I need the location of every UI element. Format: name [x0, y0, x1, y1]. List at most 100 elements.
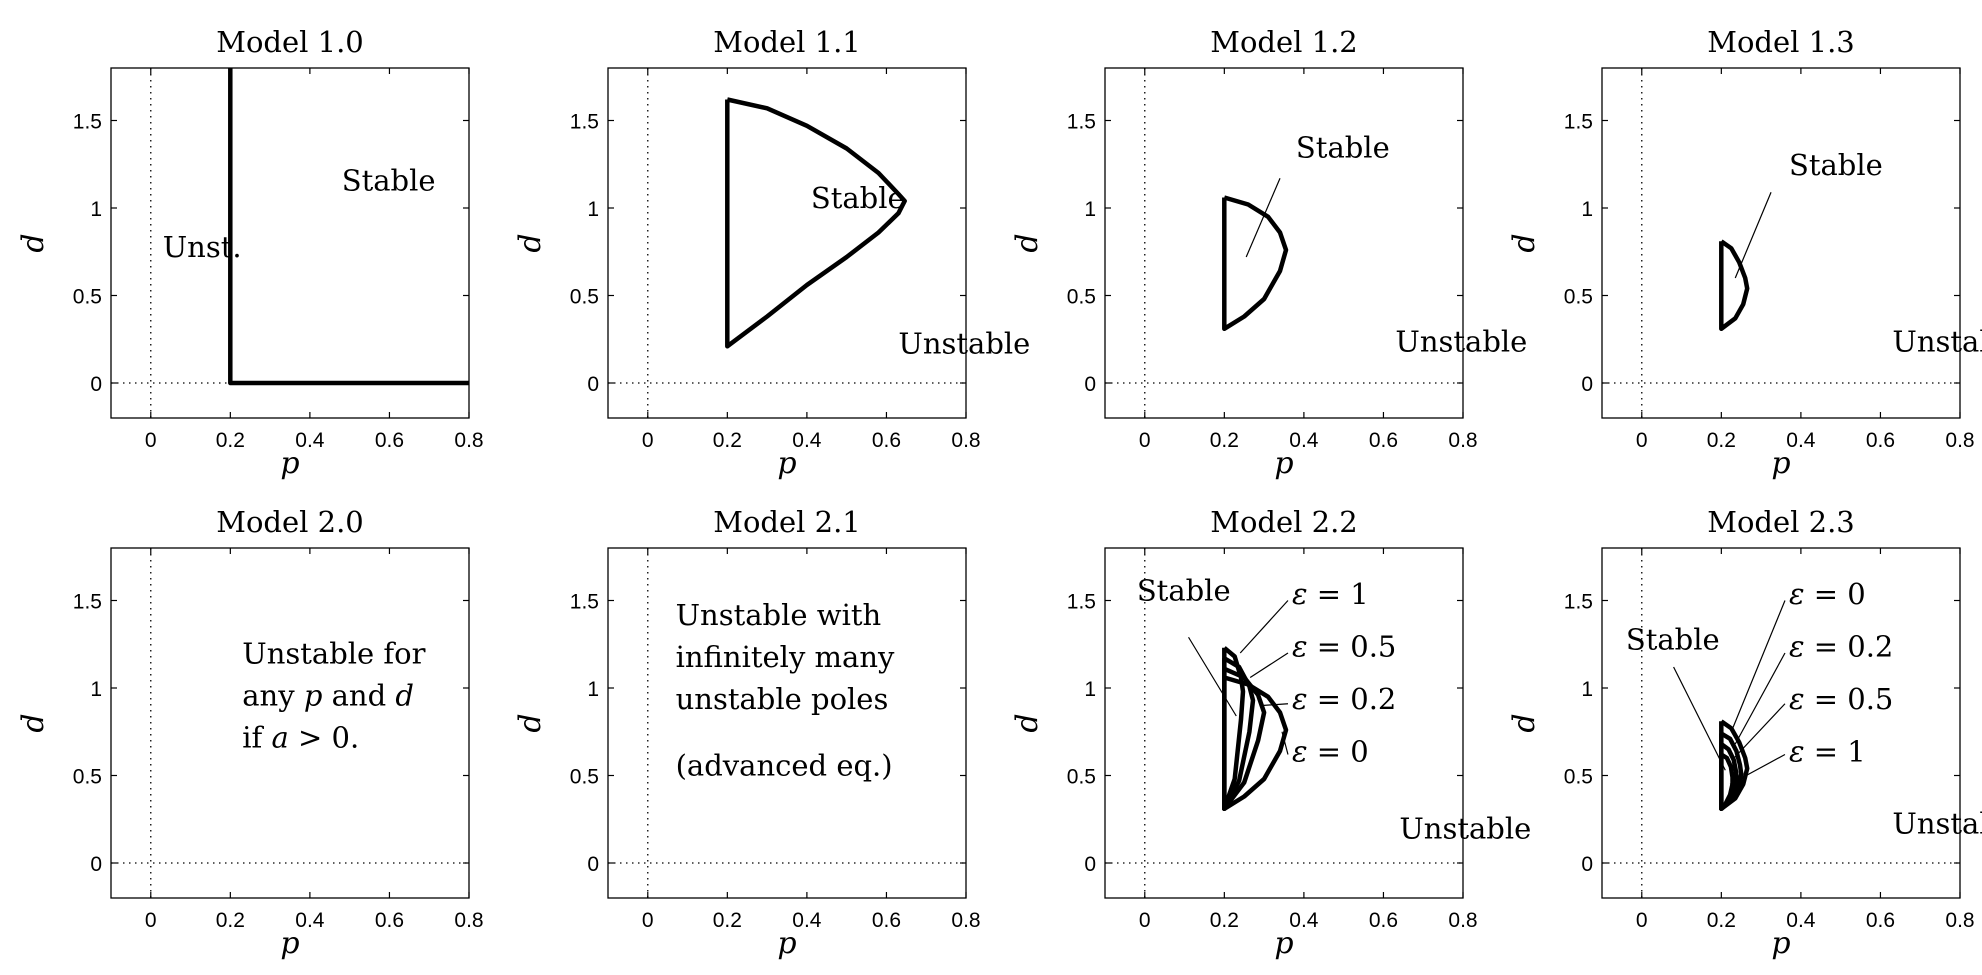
- x-tick-label: 0.2: [216, 909, 245, 932]
- region-annotation: Unst.: [163, 230, 242, 264]
- region-annotation: (advanced eq.): [676, 749, 893, 783]
- x-tick-label: 0.2: [1210, 909, 1239, 932]
- y-tick-label: 0.5: [73, 286, 102, 309]
- subplot-title: Model 1.0: [216, 25, 364, 59]
- subplot-4: 0 0.2 0.4 0.6 0.8 0 0.5 1 1.5 Model 2.0 p d Unstable…: [16, 505, 484, 961]
- y-axis-label: d: [16, 233, 51, 252]
- x-tick-label: 0.6: [1866, 429, 1895, 452]
- y-tick-label: 1: [90, 198, 102, 221]
- annotation-fragment: ε: [1292, 735, 1308, 769]
- subplot-3: 0 0.2 0.4 0.6 0.8 0 0.5 1 1.5 Model 1.3 p d Stable Un…: [1507, 25, 1982, 481]
- x-tick-label: 0: [1636, 429, 1648, 452]
- region-annotation: ε = 0.5: [1789, 682, 1893, 716]
- x-tick-label: 0: [642, 909, 654, 932]
- x-axis-label: p: [777, 446, 796, 481]
- annotation-fragment: ε: [1789, 630, 1805, 664]
- region-annotation: Unstable: [1892, 806, 1982, 840]
- region-annotation: ε = 0.2: [1789, 630, 1893, 664]
- annotation-fragment: and: [322, 679, 395, 713]
- axes-frame: [1104, 547, 1464, 899]
- y-tick-label: 1: [1084, 678, 1096, 701]
- x-tick-label: 0.8: [1945, 909, 1974, 932]
- region-annotation: ε = 0.2: [1292, 682, 1396, 716]
- x-axis-label: p: [1274, 926, 1293, 961]
- y-tick-label: 0: [90, 853, 102, 876]
- y-axis-label: d: [16, 713, 51, 732]
- x-tick-label: 0.2: [713, 429, 742, 452]
- annotation-leader-line: [1249, 652, 1289, 679]
- subplot-title: Model 2.2: [1210, 505, 1358, 539]
- annotation-leader-line: [1733, 703, 1786, 759]
- y-tick-label: 0: [587, 373, 599, 396]
- annotation-leader-line: [1262, 703, 1289, 707]
- annotation-fragment: a: [272, 721, 289, 755]
- subplot-title: Model 2.1: [713, 505, 861, 539]
- y-axis-label: d: [513, 233, 548, 252]
- y-tick-label: 1.5: [1564, 111, 1593, 134]
- y-tick-label: 0.5: [1564, 286, 1593, 309]
- y-tick-label: 1.5: [73, 591, 102, 614]
- x-tick-label: 0: [145, 429, 157, 452]
- annotation-fragment: ε: [1292, 682, 1308, 716]
- annotation-fragment: = 0: [1805, 577, 1866, 611]
- subplot-title: Model 1.3: [1707, 25, 1855, 59]
- annotation-fragment: = 0: [1308, 735, 1369, 769]
- axes-frame: [1104, 67, 1464, 419]
- region-annotation: ε = 0: [1292, 735, 1369, 769]
- x-tick-label: 0.4: [792, 429, 822, 452]
- region-annotation: ε = 0: [1789, 577, 1866, 611]
- x-tick-label: 0.4: [295, 909, 325, 932]
- subplot-6: 0 0.2 0.4 0.6 0.8 0 0.5 1 1.5 Model 2.2 p d Stable ε …: [1010, 505, 1531, 961]
- y-axis-label: d: [1507, 233, 1542, 252]
- y-tick-label: 1.5: [73, 111, 102, 134]
- axes-frame: [110, 547, 470, 899]
- subplot-2: 0 0.2 0.4 0.6 0.8 0 0.5 1 1.5 Model 1.2 p d Stable Un…: [1010, 25, 1527, 481]
- x-tick-label: 0.6: [872, 429, 901, 452]
- annotation-fragment: ε: [1789, 735, 1805, 769]
- y-axis-label: d: [1010, 713, 1045, 732]
- annotation-leader-line: [1673, 666, 1726, 771]
- region-annotation: Unstable with: [676, 598, 882, 632]
- x-tick-label: 0.8: [454, 429, 483, 452]
- region-annotation: infinitely many: [676, 640, 895, 674]
- annotation-fragment: ε: [1789, 682, 1805, 716]
- stability-boundary-curve: [1222, 195, 1289, 332]
- subplot-title: Model 2.3: [1707, 505, 1855, 539]
- y-tick-label: 0.5: [73, 766, 102, 789]
- x-axis-label: p: [1771, 926, 1790, 961]
- region-annotation: if a > 0.: [242, 721, 359, 755]
- region-annotation: Unstable for: [242, 637, 425, 671]
- x-tick-label: 0.6: [375, 429, 404, 452]
- x-tick-label: 0.6: [1866, 909, 1895, 932]
- annotation-leader-line: [1245, 178, 1281, 258]
- axes-frame: [110, 67, 470, 419]
- annotation-fragment: = 0.5: [1805, 682, 1894, 716]
- x-tick-label: 0: [1139, 429, 1151, 452]
- y-tick-label: 0: [1084, 373, 1096, 396]
- y-tick-label: 0: [1084, 853, 1096, 876]
- region-annotation: unstable poles: [676, 682, 889, 716]
- annotation-leader-line: [1729, 753, 1786, 785]
- region-annotation: any p and d: [242, 679, 414, 713]
- region-annotation: Unstable: [898, 326, 1030, 360]
- x-tick-label: 0.4: [1289, 909, 1319, 932]
- y-tick-label: 1: [1581, 198, 1593, 221]
- x-tick-label: 0.4: [792, 909, 822, 932]
- x-tick-label: 0.4: [295, 429, 325, 452]
- y-tick-label: 0: [1581, 373, 1593, 396]
- x-tick-label: 0.8: [951, 909, 980, 932]
- y-tick-label: 1: [1581, 678, 1593, 701]
- annotation-fragment: = 1: [1805, 735, 1866, 769]
- stability-boundary-curve: [228, 68, 469, 386]
- x-tick-label: 0.2: [216, 429, 245, 452]
- annotation-fragment: if: [242, 721, 271, 755]
- region-annotation: ε = 1: [1292, 577, 1369, 611]
- subplot-7: 0 0.2 0.4 0.6 0.8 0 0.5 1 1.5 Model 2.3 p d Stable ε …: [1507, 505, 1982, 961]
- y-tick-label: 0.5: [1067, 766, 1096, 789]
- y-tick-label: 1.5: [1067, 591, 1096, 614]
- x-tick-label: 0: [1139, 909, 1151, 932]
- region-annotation: Stable: [1296, 130, 1390, 164]
- subplot-5: 0 0.2 0.4 0.6 0.8 0 0.5 1 1.5 Model 2.1 p d Unstable…: [513, 505, 981, 961]
- x-tick-label: 0.2: [1707, 909, 1736, 932]
- annotation-fragment: = 1: [1308, 577, 1369, 611]
